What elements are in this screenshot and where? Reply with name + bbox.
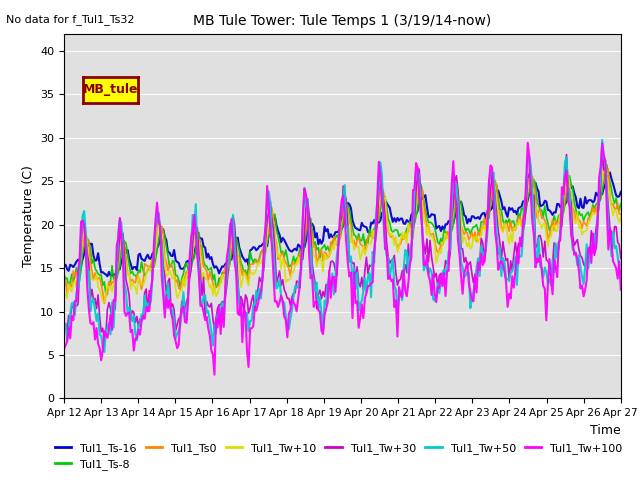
Y-axis label: Temperature (C): Temperature (C) [22,165,35,267]
Legend: Tul1_Ts-16, Tul1_Ts-8, Tul1_Ts0, Tul1_Tw+10, Tul1_Tw+30, Tul1_Tw+50, Tul1_Tw+100: Tul1_Ts-16, Tul1_Ts-8, Tul1_Ts0, Tul1_Tw… [51,438,627,474]
Text: No data for f_Tul1_Ts32: No data for f_Tul1_Ts32 [6,14,135,25]
Text: MB_tule: MB_tule [83,84,138,96]
Title: MB Tule Tower: Tule Temps 1 (3/19/14-now): MB Tule Tower: Tule Temps 1 (3/19/14-now… [193,14,492,28]
X-axis label: Time: Time [590,424,621,437]
